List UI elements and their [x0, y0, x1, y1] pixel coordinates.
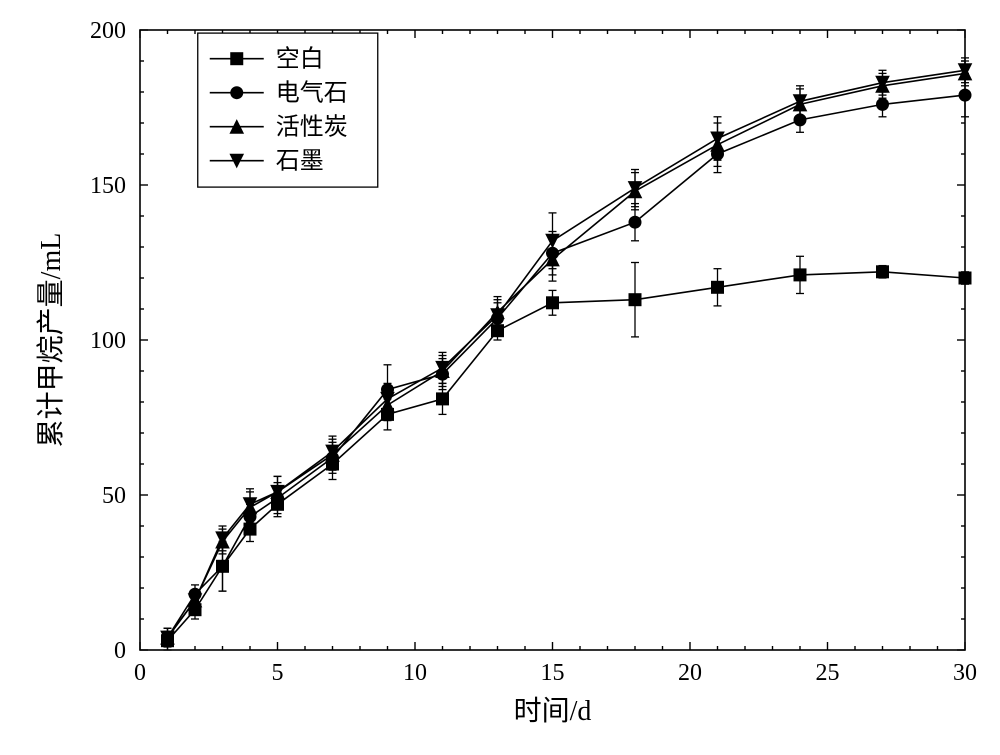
legend-label: 石墨 — [276, 149, 324, 175]
x-tick-label: 0 — [134, 660, 146, 686]
chart-container: 0 5 10 15 20 25 30 0 50 100 150 200 时间/d 累计甲烷产量/mL 空白电… — [0, 0, 1000, 755]
legend-label: 电气石 — [276, 80, 348, 107]
x-tick-label: 5 — [272, 660, 284, 686]
x-tick-label: 10 — [403, 660, 427, 686]
y-tick-label: 200 — [90, 18, 126, 44]
legend: 空白电气石活性炭石墨 — [198, 33, 378, 187]
y-tick-label: 50 — [102, 483, 126, 509]
y-tick-label: 0 — [114, 638, 126, 664]
x-tick-label: 25 — [816, 660, 840, 686]
x-axis-label: 时间/d — [514, 695, 592, 727]
x-tick-label: 20 — [678, 660, 702, 686]
legend-label: 活性炭 — [276, 114, 348, 141]
legend-label: 空白 — [276, 46, 324, 73]
x-tick-label: 30 — [953, 660, 977, 686]
y-tick-label: 100 — [90, 328, 126, 354]
y-axis-label: 累计甲烷产量/mL — [35, 233, 67, 448]
x-tick-label: 15 — [541, 660, 565, 686]
line-chart: 0 5 10 15 20 25 30 0 50 100 150 200 时间/d 累计甲烷产量/mL 空白电… — [0, 0, 1000, 755]
y-tick-label: 150 — [90, 173, 126, 199]
